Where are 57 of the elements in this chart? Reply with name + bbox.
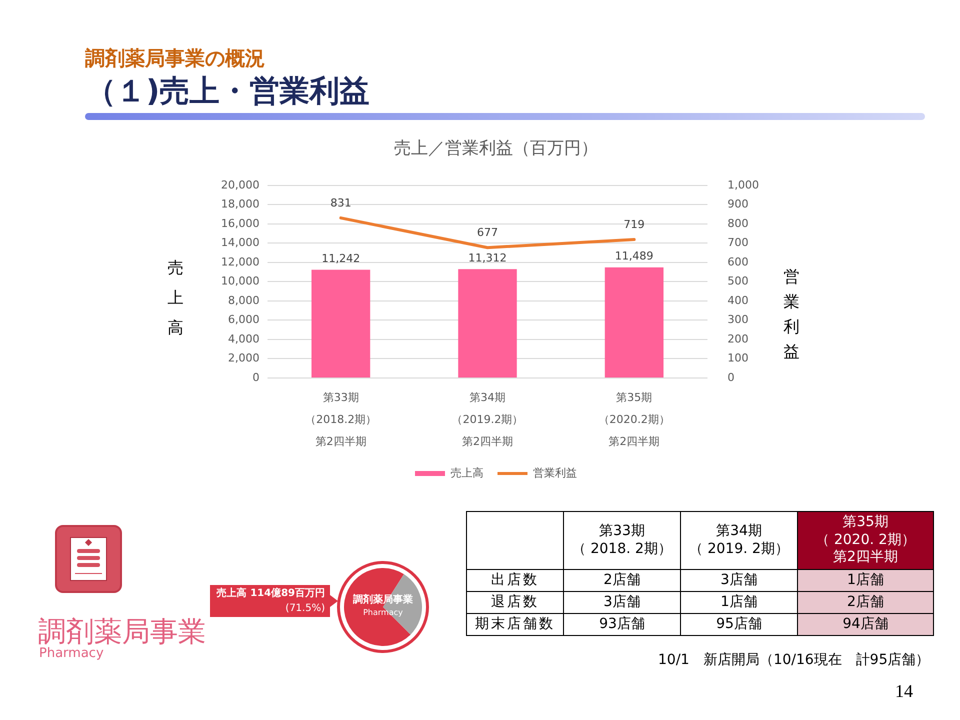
y-tick-label: 16,000 <box>220 216 260 230</box>
data-label: 11,312 <box>468 251 507 264</box>
y2-tick-label: 900 <box>728 198 749 211</box>
y2-tick-label: 100 <box>728 352 749 365</box>
text: 1店舗 <box>720 594 758 610</box>
text: Pharmacy <box>39 646 104 661</box>
text: 3店舗 <box>604 594 640 610</box>
text: 2店舗 <box>847 594 884 610</box>
text: 95店舗 <box>716 616 762 632</box>
text: 14 <box>895 681 913 702</box>
data-label: 11,489 <box>614 250 654 263</box>
y2-tick-label: 1,000 <box>728 178 760 192</box>
text: 2店舗 <box>604 572 640 588</box>
category-label: 第35期（ 2020. 2期）第2四半期 <box>798 514 933 567</box>
data-label: 11,242 <box>322 252 360 266</box>
y-tick-label: 2,000 <box>228 352 260 365</box>
text: 調剤薬局事業の概況 <box>85 45 265 72</box>
y2-tick-label: 400 <box>728 294 749 307</box>
y-tick-label: 6,000 <box>228 313 260 326</box>
y2-tick-label: 200 <box>728 332 749 346</box>
y2-tick-label: 800 <box>728 216 749 230</box>
data-label: 831 <box>330 196 352 210</box>
y-tick-label: 8,000 <box>228 294 260 307</box>
y2-tick-label: 700 <box>728 236 749 250</box>
category-label: 第33期（ 2018. 2期） <box>571 523 673 558</box>
category-label: 退店数 <box>491 594 539 610</box>
category-label: 期末店舗数 <box>475 616 555 632</box>
text: 1店舗 <box>847 572 884 588</box>
y2-tick-label: 0 <box>728 370 735 384</box>
data-label: 677 <box>477 226 498 239</box>
y-tick-label: 20,000 <box>220 178 260 192</box>
y2-tick-label: 600 <box>728 255 749 268</box>
y2-tick-label: 300 <box>728 313 749 326</box>
category-label: 第34期（ 2019. 2期） <box>688 523 790 558</box>
text: 93店舗 <box>599 616 645 632</box>
data-label: 719 <box>624 218 645 231</box>
y2-tick-label: 500 <box>728 274 749 288</box>
category-label: 出店数 <box>491 572 539 588</box>
y-tick-label: 18,000 <box>220 198 260 211</box>
y-tick-label: 14,000 <box>220 236 260 250</box>
legend-label: 営業利益 <box>533 466 577 480</box>
y-tick-label: 4,000 <box>228 332 260 346</box>
y-tick-label: 10,000 <box>220 274 260 288</box>
x-tick-label: 第35期（2020.2期）第2四半期 <box>598 390 670 448</box>
y-tick-label: 12,000 <box>220 255 260 268</box>
text: 94店舗 <box>842 616 888 632</box>
x-tick-label: 第34期（2019.2期）第2四半期 <box>452 390 524 448</box>
y2-axis-title: 営業利益 <box>783 266 800 363</box>
y-axis-title: 売上高 <box>167 257 184 339</box>
legend-label: 売上高 <box>450 466 484 480</box>
text: 3店舗 <box>720 572 758 588</box>
chart-title: 売上／営業利益（百万円） <box>394 138 598 159</box>
x-tick-label: 第33期（2018.2期）第2四半期 <box>305 390 377 448</box>
y-tick-label: 0 <box>252 370 260 384</box>
text: 調剤薬局事業 <box>38 614 206 648</box>
text: （１)売上・営業利益 <box>86 73 370 111</box>
text: 10/1 新店開局（10/16現在 計95店舗） <box>658 651 930 669</box>
